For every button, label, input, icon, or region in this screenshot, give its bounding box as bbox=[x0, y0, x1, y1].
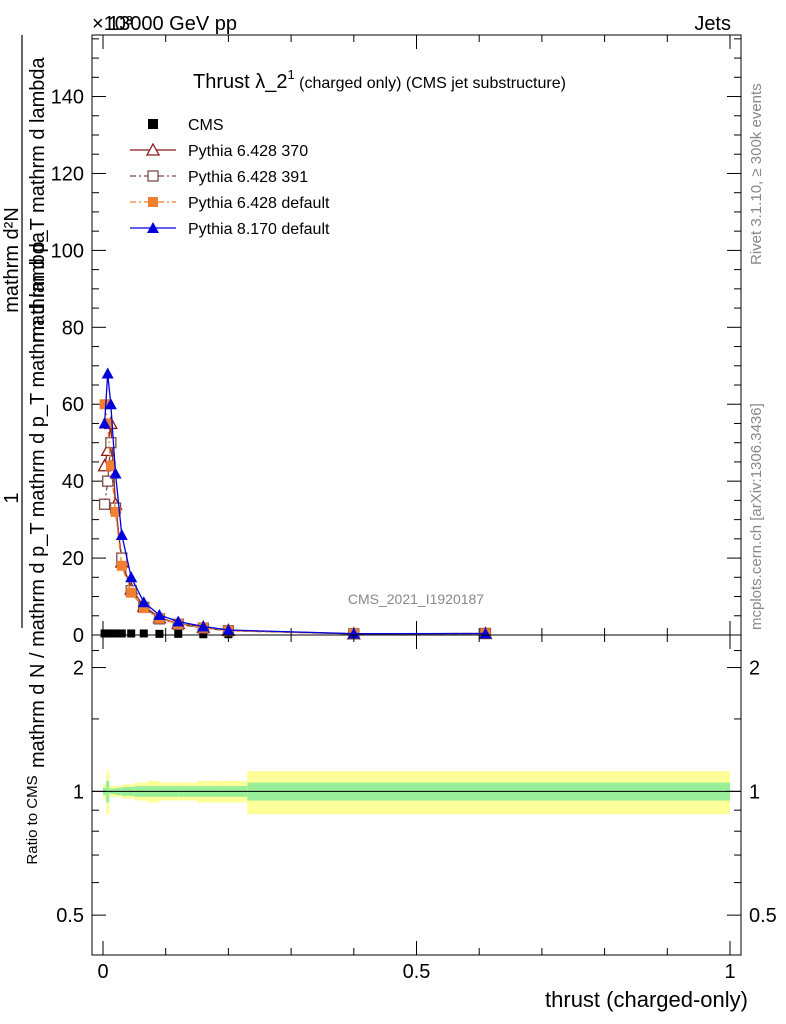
exponent-label: ×10³ bbox=[92, 13, 133, 35]
y-tick-label: 120 bbox=[51, 163, 84, 185]
ylabel-one: 1 bbox=[1, 492, 23, 503]
series-point bbox=[115, 529, 128, 540]
legend-label: Pythia 6.428 391 bbox=[188, 169, 308, 186]
legend-marker bbox=[145, 142, 161, 156]
ratio-axis-ticks: 0.5 0.5 1 1 2 2 bbox=[56, 650, 777, 927]
ratio-tick-label-right: 1 bbox=[749, 781, 760, 803]
cms-data-point bbox=[127, 629, 136, 638]
cms-data-point bbox=[199, 630, 208, 639]
analysis-watermark: CMS_2021_I1920187 bbox=[348, 591, 484, 607]
legend-marker bbox=[148, 119, 158, 129]
series-point bbox=[347, 627, 360, 639]
series-point bbox=[98, 498, 111, 510]
ylabel-numerator: mathrm d²N bbox=[1, 207, 23, 313]
main-axis-ticks: 0 20 40 60 80 100 120 140 bbox=[51, 35, 741, 647]
series-point bbox=[110, 506, 121, 517]
series-point bbox=[479, 627, 492, 639]
y-tick-label: 80 bbox=[62, 317, 84, 339]
legend-marker bbox=[148, 197, 158, 207]
ratio-tick-label: 0.5 bbox=[56, 905, 84, 927]
energy-label: 13000 GeV pp bbox=[108, 13, 237, 35]
series-point bbox=[105, 460, 116, 471]
y-tick-label: 100 bbox=[51, 240, 84, 262]
series-point bbox=[222, 624, 235, 635]
mcplots-label: mcplots.cern.ch [arXiv:1306.3436] bbox=[748, 403, 765, 630]
y-tick-label: 20 bbox=[62, 548, 84, 570]
cms-data-point bbox=[139, 629, 148, 638]
series-point bbox=[101, 367, 114, 379]
y-tick-label: 140 bbox=[51, 87, 84, 109]
rivet-label: Rivet 3.1.10, ≥ 300k events bbox=[748, 83, 765, 265]
cms-data-point bbox=[117, 629, 126, 638]
legend-label: Pythia 6.428 370 bbox=[188, 143, 308, 160]
series-point bbox=[153, 609, 166, 620]
series-point bbox=[138, 603, 149, 614]
series-point bbox=[100, 443, 115, 457]
cms-data-point bbox=[111, 629, 120, 638]
ratio-tick-label-right: 0.5 bbox=[749, 905, 777, 927]
x-axis-label: thrust (charged-only) bbox=[545, 987, 748, 1012]
y-tick-label: 0 bbox=[73, 625, 84, 647]
series-point bbox=[105, 437, 117, 449]
series-point bbox=[116, 560, 127, 571]
y-tick-label: 60 bbox=[62, 394, 84, 416]
x-tick-label: 0 bbox=[97, 961, 108, 983]
x-tick-label: 0.5 bbox=[403, 961, 431, 983]
series-point bbox=[99, 399, 110, 410]
legend-marker bbox=[147, 222, 159, 233]
legend-entry: Pythia 6.428 370 bbox=[130, 142, 308, 160]
ratio-tick-label-right: 2 bbox=[749, 658, 760, 680]
legend-label: Pythia 6.428 default bbox=[188, 195, 330, 212]
series-point bbox=[98, 417, 111, 429]
legend-label: CMS bbox=[188, 117, 224, 134]
main-plot: 0 20 40 60 80 100 120 140 bbox=[51, 34, 742, 647]
category-label: Jets bbox=[694, 13, 731, 35]
ratio-plot: 0.5 0.51 12 2 0 0.5 1 bbox=[56, 634, 777, 983]
y-tick-label: 40 bbox=[62, 471, 84, 493]
series-point bbox=[109, 467, 122, 479]
cms-data-point bbox=[174, 629, 183, 638]
ratio-tick-label: 1 bbox=[73, 781, 84, 803]
series-point bbox=[104, 398, 117, 410]
series-point bbox=[125, 571, 138, 583]
legend-entry: Pythia 6.428 default bbox=[130, 195, 330, 212]
x-axis-ticks: 0 0.5 1 bbox=[97, 635, 736, 983]
legend-label: Pythia 8.170 default bbox=[188, 221, 330, 238]
series-point bbox=[172, 615, 185, 627]
y-axis-label: 1 mathrm d²N mathrm d p_T mathrm d lambd… bbox=[1, 35, 49, 768]
legend-entry: CMS bbox=[148, 117, 224, 134]
ratio-axis-label: Ratio to CMS bbox=[24, 775, 41, 864]
ylabel-numerator-line2: mathrm d p_T mathrm d lambda bbox=[27, 56, 49, 342]
series-point bbox=[102, 475, 114, 487]
legend-marker bbox=[147, 170, 159, 182]
ratio-tick-label: 2 bbox=[73, 658, 84, 680]
series-point bbox=[137, 596, 150, 608]
x-tick-label: 1 bbox=[724, 961, 735, 983]
ratio-band bbox=[103, 771, 730, 815]
chart-title: Thrust λ_21 (charged only) (CMS jet subs… bbox=[193, 67, 566, 93]
series-point bbox=[197, 620, 210, 632]
legend: CMS Pythia 6.428 370 Pythia 6.428 391 Pythi… bbox=[130, 117, 330, 238]
legend-entry: Pythia 6.428 391 bbox=[130, 169, 308, 186]
legend-entry: Pythia 8.170 default bbox=[130, 221, 330, 238]
ylabel-denominator: mathrm d N / mathrm d p_T mathrm d p_T m… bbox=[27, 231, 49, 768]
main-series bbox=[97, 367, 493, 640]
cms-data-point bbox=[106, 629, 115, 638]
series-point bbox=[126, 587, 137, 598]
cms-data-point bbox=[155, 629, 164, 638]
